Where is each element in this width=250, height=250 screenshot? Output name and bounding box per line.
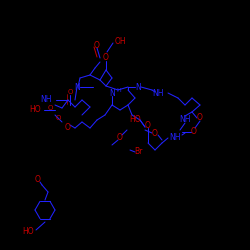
Text: O: O [67,89,73,95]
Text: O: O [197,114,203,122]
Text: O: O [152,128,158,138]
Text: N: N [109,88,115,98]
Text: O: O [65,124,71,132]
Text: O: O [47,105,53,111]
Text: N: N [135,82,141,92]
Text: O: O [94,40,100,50]
Text: O: O [55,115,61,121]
Text: O: O [191,128,197,136]
Text: NH: NH [179,116,191,124]
Text: O: O [145,120,151,130]
Text: NH: NH [152,88,164,98]
Text: O: O [117,134,123,142]
Text: HO: HO [29,106,41,114]
Text: O: O [35,176,41,184]
Text: NH: NH [169,134,181,142]
Text: H: H [116,88,121,92]
Text: O: O [103,54,109,62]
Text: Br: Br [134,148,142,156]
Text: OH: OH [114,38,126,46]
Text: NH: NH [40,96,52,104]
Text: HO: HO [22,228,34,236]
Text: N: N [74,82,80,92]
Text: HO: HO [129,116,141,124]
